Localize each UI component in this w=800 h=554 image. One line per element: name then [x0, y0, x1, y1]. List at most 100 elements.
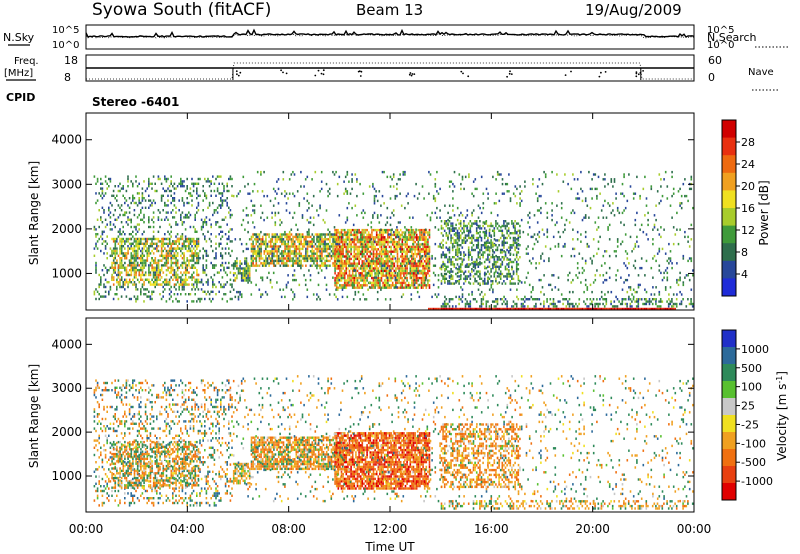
range-cell [285, 245, 288, 248]
range-cell [334, 250, 336, 253]
range-cell [557, 190, 560, 193]
range-cell [154, 237, 157, 241]
range-cell [383, 267, 386, 270]
range-cell [362, 293, 365, 296]
range-cell [104, 245, 107, 248]
range-cell [417, 260, 420, 263]
range-cell [653, 223, 656, 227]
range-cell [149, 252, 152, 255]
range-cell [407, 238, 410, 241]
range-cell [350, 274, 352, 277]
range-cell [442, 263, 444, 266]
range-cell [645, 197, 648, 200]
range-cell [343, 228, 346, 232]
range-cell [347, 236, 349, 239]
range-cell [226, 189, 228, 193]
range-cell [345, 262, 348, 265]
range-cell [184, 273, 187, 277]
range-cell [175, 278, 177, 281]
range-cell [136, 247, 139, 250]
range-cell [202, 225, 204, 229]
range-cell [301, 254, 304, 258]
range-cell [395, 269, 397, 273]
range-cell [680, 194, 683, 198]
range-cell [655, 204, 657, 207]
range-cell [343, 269, 346, 273]
range-cell [355, 272, 357, 275]
range-cell [244, 260, 246, 263]
range-cell [623, 223, 625, 227]
range-cell [477, 204, 480, 207]
range-cell [682, 257, 685, 260]
range-cell [334, 281, 336, 285]
range-cell [265, 238, 267, 241]
range-cell [463, 220, 465, 223]
range-cell [348, 262, 351, 265]
range-cell [377, 262, 380, 265]
range-cell [573, 211, 576, 215]
range-cell [458, 239, 460, 242]
range-cell [108, 177, 110, 181]
range-cell [396, 231, 399, 234]
range-cell [290, 252, 293, 255]
range-cell [448, 232, 451, 235]
range-cell [260, 250, 262, 253]
range-cell [366, 243, 368, 246]
range-cell [196, 252, 198, 255]
range-cell [143, 259, 145, 262]
range-cell [228, 211, 230, 214]
range-cell [247, 272, 249, 275]
nave-dot [360, 70, 363, 73]
range-cell [167, 259, 169, 262]
range-cell [112, 240, 115, 243]
range-cell [415, 262, 418, 265]
range-cell [194, 252, 196, 255]
range-cell [263, 252, 266, 255]
range-cell [407, 231, 410, 234]
range-cell [687, 259, 689, 263]
range-cell [224, 252, 227, 255]
range-cell [269, 250, 272, 253]
range-cell [379, 257, 381, 261]
range-cell [367, 260, 370, 263]
range-cell [309, 274, 312, 277]
range-cell [554, 286, 557, 289]
range-cell [407, 233, 410, 237]
range-cell [551, 209, 553, 212]
range-cell [464, 280, 467, 283]
range-cell [218, 204, 220, 207]
range-cell [589, 257, 592, 260]
range-cell [125, 189, 128, 193]
range-cell [409, 284, 412, 287]
range-cell [321, 257, 323, 260]
range-cell [411, 231, 413, 234]
range-cell [387, 233, 389, 237]
range-cell [128, 247, 131, 250]
range-cell [152, 261, 155, 265]
range-cell [164, 283, 166, 286]
range-cell [375, 233, 378, 237]
range-cell [406, 267, 408, 270]
range-cell [363, 284, 365, 287]
range-cell [447, 282, 449, 285]
range-cell [284, 245, 286, 248]
range-cell [212, 281, 214, 284]
range-cell [329, 233, 331, 236]
range-cell [335, 235, 338, 239]
range-cell [374, 252, 376, 256]
range-cell [120, 261, 123, 265]
range-cell [406, 255, 408, 258]
range-cell [116, 237, 118, 241]
range-cell [284, 240, 286, 243]
range-cell [653, 226, 656, 229]
range-cell [98, 225, 100, 229]
range-cell [353, 240, 356, 244]
range-cell [439, 266, 441, 270]
range-cell [409, 238, 412, 241]
range-cell [95, 201, 97, 205]
range-cell [357, 290, 360, 294]
range-cell [253, 252, 256, 255]
range-cell [258, 259, 261, 263]
range-cell [322, 238, 325, 241]
